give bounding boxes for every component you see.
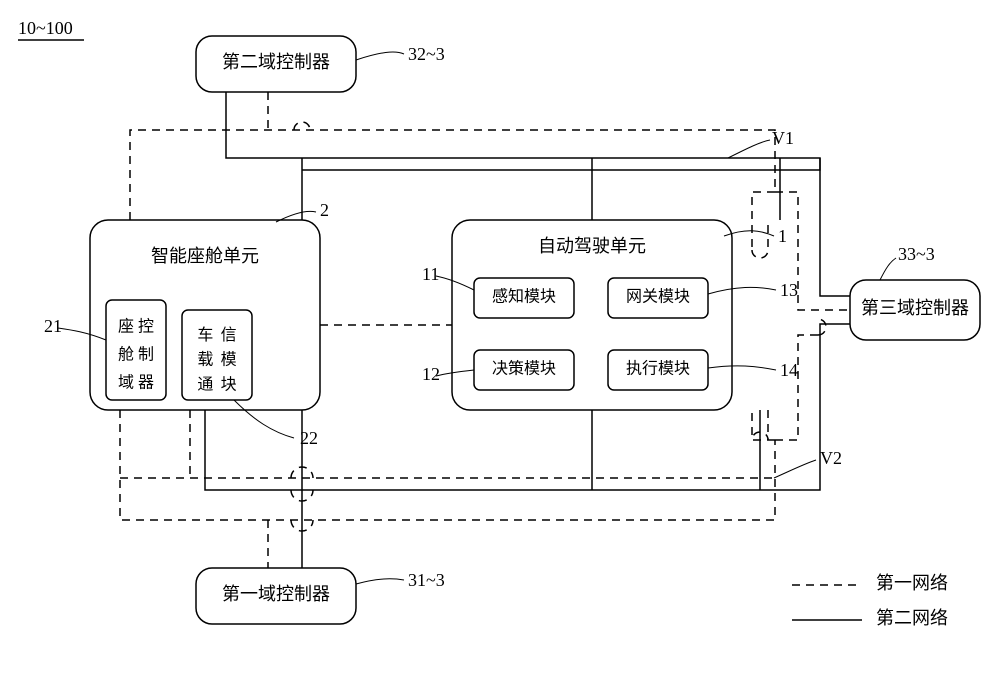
- figure-ref: 10~100: [18, 18, 73, 38]
- svg-text:载: 载: [197, 351, 213, 369]
- decision: 决策模块: [474, 350, 574, 390]
- perception: 感知模块: [474, 278, 574, 318]
- svg-text:座: 座: [118, 318, 134, 336]
- svg-text:11: 11: [422, 264, 439, 284]
- svg-text:第二网络: 第二网络: [876, 608, 948, 628]
- svg-text:自动驾驶单元: 自动驾驶单元: [538, 236, 646, 256]
- vehicle_comm: 车载通 信模块: [182, 310, 252, 400]
- third_domain: 第三域控制器: [850, 280, 980, 340]
- svg-text:12: 12: [422, 364, 440, 384]
- svg-text:第一域控制器: 第一域控制器: [222, 584, 330, 604]
- cockpit_ctrl: 座舱域 控制器: [106, 300, 166, 400]
- gateway: 网关模块: [608, 278, 708, 318]
- svg-text:33~3: 33~3: [898, 244, 935, 264]
- svg-text:制: 制: [138, 346, 154, 364]
- svg-text:13: 13: [780, 280, 798, 300]
- svg-text:第二域控制器: 第二域控制器: [222, 52, 330, 72]
- svg-text:31~3: 31~3: [408, 570, 445, 590]
- svg-text:决策模块: 决策模块: [492, 360, 556, 378]
- svg-text:器: 器: [138, 374, 154, 392]
- svg-text:2: 2: [320, 200, 329, 220]
- svg-text:网关模块: 网关模块: [626, 288, 690, 306]
- svg-text:22: 22: [300, 428, 318, 448]
- diagram-canvas: 智能座舱单元 自动驾驶单元 第二域控制器第一域控制器 第三域控制器座舱域 控制器 车载通 信…: [0, 0, 1000, 674]
- execution: 执行模块: [608, 350, 708, 390]
- svg-text:智能座舱单元: 智能座舱单元: [151, 246, 259, 266]
- second_domain: 第二域控制器: [196, 36, 356, 92]
- svg-text:V2: V2: [820, 448, 842, 468]
- svg-text:32~3: 32~3: [408, 44, 445, 64]
- svg-text:执行模块: 执行模块: [626, 360, 690, 378]
- svg-text:1: 1: [778, 226, 787, 246]
- svg-text:舱: 舱: [118, 346, 134, 364]
- svg-text:控: 控: [138, 318, 154, 336]
- svg-text:模: 模: [221, 351, 237, 369]
- svg-text:块: 块: [221, 375, 237, 393]
- svg-text:信: 信: [221, 326, 237, 344]
- svg-text:V1: V1: [772, 128, 794, 148]
- first_domain: 第一域控制器: [196, 568, 356, 624]
- svg-text:14: 14: [780, 360, 798, 380]
- svg-text:第三域控制器: 第三域控制器: [861, 298, 969, 318]
- svg-text:21: 21: [44, 316, 62, 336]
- svg-text:感知模块: 感知模块: [492, 288, 556, 306]
- svg-text:第一网络: 第一网络: [876, 573, 948, 593]
- svg-text:通: 通: [197, 375, 213, 393]
- svg-text:车: 车: [197, 326, 213, 344]
- svg-text:域: 域: [118, 374, 134, 392]
